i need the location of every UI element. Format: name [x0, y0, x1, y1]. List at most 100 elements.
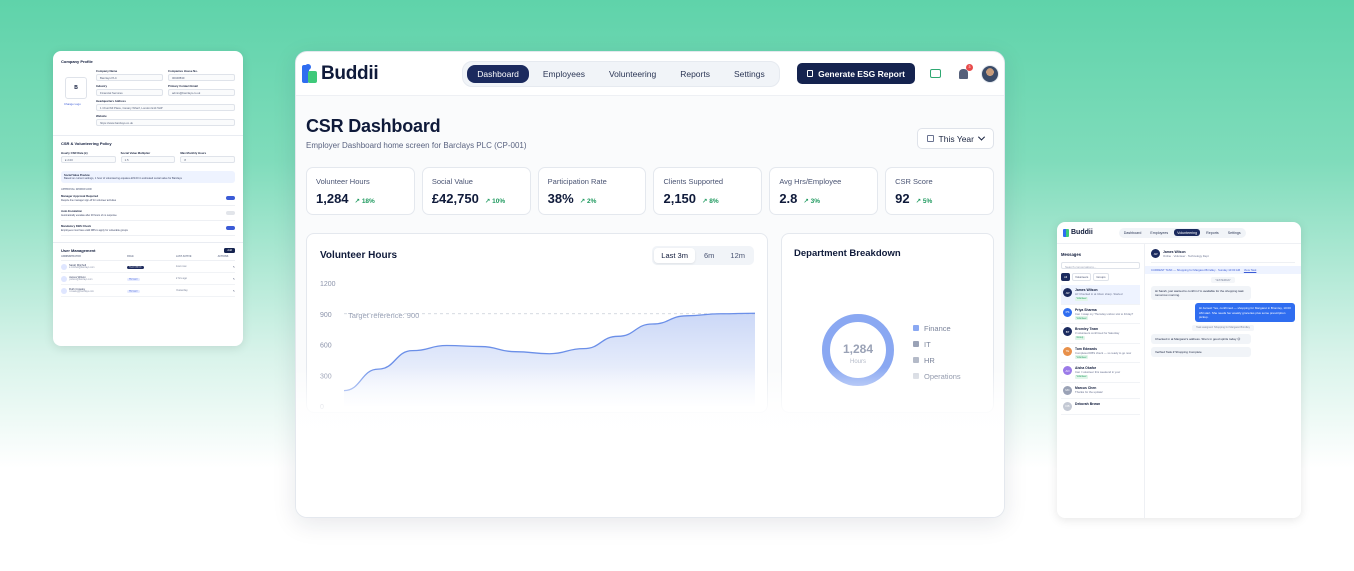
nav-volunteering[interactable]: Volunteering [608, 68, 657, 79]
legend-label: Finance [924, 323, 951, 333]
stat-delta-value: 8% [709, 198, 719, 205]
nav-employees[interactable]: Employees [542, 68, 585, 79]
user-cell: James Wilson j.wilson@barclays.com [61, 275, 127, 282]
stat-value: 2,150 [663, 191, 697, 206]
volunteer-hours-area [344, 313, 755, 406]
conversation-text: Deborah Brown [1075, 402, 1100, 411]
conversation-preview: Thanks for the update! [1075, 389, 1103, 394]
nav-dashboard[interactable]: Dashboard [467, 64, 529, 83]
view-task-link[interactable]: View Task [1243, 268, 1257, 272]
messages-topbar: Buddii Dashboard Employees Volunteering Rep… [1057, 222, 1301, 244]
setting-text: Mandatory DBS Check Employees must have v… [61, 224, 128, 232]
conversation-tag: Volunteer [1075, 316, 1089, 320]
buddii-logo[interactable]: Buddii [1063, 228, 1093, 237]
field-input[interactable]: 8 [180, 156, 235, 163]
stat-card: Clients Supported 2,150 ↗ 8% [653, 167, 763, 215]
stat-card: CSR Score 92 ↗ 5% [885, 167, 994, 215]
field-label: Company Name [96, 69, 118, 73]
buddii-logo[interactable]: Buddii [302, 63, 379, 85]
field-input[interactable]: 1 Churchill Place, Canary Wharf, London … [96, 104, 235, 111]
policy-fields: Hourly CSR Rate (£) £ 2.00 Social Value Mu… [61, 151, 235, 166]
nav-volunteering[interactable]: Volunteering [1174, 229, 1201, 236]
filter-volunteers[interactable]: Volunteers [1072, 273, 1092, 281]
generate-esg-report-button[interactable]: Generate ESG Report [797, 63, 915, 84]
user-email: j.wilson@barclays.com [69, 279, 93, 281]
filter-all[interactable]: All [1061, 273, 1071, 281]
edit-icon[interactable]: ✎ [232, 265, 235, 269]
conversation-item[interactable]: MC Marcus Chen Thanks for the update! [1061, 383, 1140, 399]
user-row: James Wilson j.wilson@barclays.com Manager… [61, 273, 235, 285]
role-badge: Manager [127, 289, 140, 293]
nav-reports[interactable]: Reports [680, 68, 710, 79]
add-user-button[interactable]: Add [224, 248, 235, 253]
messages-button[interactable] [927, 66, 943, 82]
field-label: Hourly CSR Rate (£) [61, 151, 88, 155]
nav-settings[interactable]: Settings [1227, 230, 1241, 235]
conversation-avatar: AO [1063, 366, 1072, 375]
field-input[interactable]: 1.5 [120, 156, 176, 163]
conversation-item[interactable]: PS Priya Sharma Can I swap my Thursday Lis… [1061, 305, 1140, 324]
message-list: Hi Sarah, just wanted to confirm I'm ava… [1151, 286, 1295, 358]
setting-toggle[interactable] [226, 195, 235, 201]
pinned-task-text: CURRENT TASK — Shopping for Margaret Bri… [1151, 268, 1241, 272]
setting-toggle[interactable] [226, 210, 235, 216]
conversation-search-input[interactable]: Search conversations... [1061, 262, 1140, 269]
setting-toggle[interactable] [226, 225, 235, 231]
field-input[interactable]: £ 2.00 [61, 156, 116, 163]
filter-groups[interactable]: Groups [1093, 273, 1109, 281]
period-select[interactable]: This Year [916, 128, 994, 149]
profile-field: Website https://www.barclays.co.uk [96, 114, 235, 126]
field-label: Headquarters Address [96, 99, 126, 103]
field-input[interactable]: https://www.barclays.co.uk [96, 119, 235, 126]
stat-label: Clients Supported [663, 177, 724, 186]
user-email: r.crawley@barclays.com [69, 291, 94, 293]
user-cell: Sarah Mitchell s.mitchell@barclays.com [61, 263, 127, 270]
outgoing-message: Hi James! Yes, confirmed — shopping for … [1195, 303, 1295, 322]
user-row: Sarah Mitchell s.mitchell@barclays.com Sup… [61, 261, 235, 273]
top-navigation-bar: Buddii Dashboard Employees Volunteering Rep… [296, 52, 1004, 96]
field-label: Max Monthly Hours [180, 151, 207, 155]
conversation-name: Marcus Chen [1075, 385, 1097, 390]
column-header: ROLE [127, 255, 134, 258]
change-logo-link[interactable]: Change Logo [64, 102, 81, 106]
conversation-preview: 3 volunteers confirmed for Saturday [1075, 331, 1120, 335]
conversation-item[interactable]: JW James Wilson Hi! Checked in at 10am sha… [1061, 285, 1140, 305]
nav-reports[interactable]: Reports [1206, 230, 1219, 235]
field-input[interactable]: Financial Services [96, 89, 163, 96]
approval-setting: Auto Escalation Automatically escalate af… [61, 206, 235, 221]
field-input[interactable]: admin@barclays.co.uk [168, 89, 235, 96]
conversation-text: Bromley Team 3 volunteers confirmed for S… [1075, 327, 1119, 340]
legend-label: HR [924, 355, 935, 365]
conversation-preview: Hi! Checked in at 10am sharp. Started [1075, 292, 1123, 296]
notifications-button[interactable]: 3 [955, 63, 973, 82]
nav-dashboard[interactable]: Dashboard [1123, 230, 1142, 235]
range-6m[interactable]: 6m [703, 251, 715, 260]
period-value: This Year [938, 133, 974, 144]
conversation-item[interactable]: DB Deborah Brown [1061, 399, 1140, 415]
field-input[interactable]: 00048839 [168, 74, 235, 81]
conversation-preview: Can I volunteer this weekend in your [1075, 370, 1121, 374]
social-value-note: Social Value Preview Based on current se… [61, 171, 235, 183]
nav-employees[interactable]: Employees [1150, 230, 1169, 235]
conversation-item[interactable]: BT Bromley Team 3 volunteers confirmed for… [1061, 324, 1140, 344]
range-last-3m[interactable]: Last 3m [654, 248, 695, 263]
edit-icon[interactable]: ✎ [232, 289, 235, 293]
department-donut-chart: 1,284 Hours [822, 314, 894, 386]
messages-preview: Buddii Dashboard Employees Volunteering Rep… [1057, 222, 1301, 518]
buddii-logo-icon [1063, 228, 1069, 237]
volunteer-hours-panel: 1200 900 600 300 0 Target reference: 900 Volu… [306, 233, 768, 413]
conversation-item[interactable]: AO Aisha Okafor Can I volunteer this weeke… [1061, 363, 1140, 383]
brand-name: Buddii [1071, 229, 1093, 236]
conversation-name: Bromley Team [1075, 327, 1099, 331]
range-12m[interactable]: 12m [730, 251, 745, 260]
stat-value-row: 2.8 ↗ 3% [779, 191, 868, 206]
nav-settings[interactable]: Settings [733, 68, 765, 79]
field-input[interactable]: Barclays PLC [96, 74, 163, 81]
conversation-item[interactable]: TE Tom Edwards Completed DBS check — so re… [1061, 344, 1140, 363]
user-avatar[interactable] [981, 64, 999, 83]
user-management-title: User Management [61, 248, 96, 253]
conversation-name: Aisha Okafor [1075, 366, 1097, 370]
edit-icon[interactable]: ✎ [232, 277, 235, 281]
legend-label: Operations [924, 371, 961, 381]
role-badge: Manager [127, 277, 140, 281]
